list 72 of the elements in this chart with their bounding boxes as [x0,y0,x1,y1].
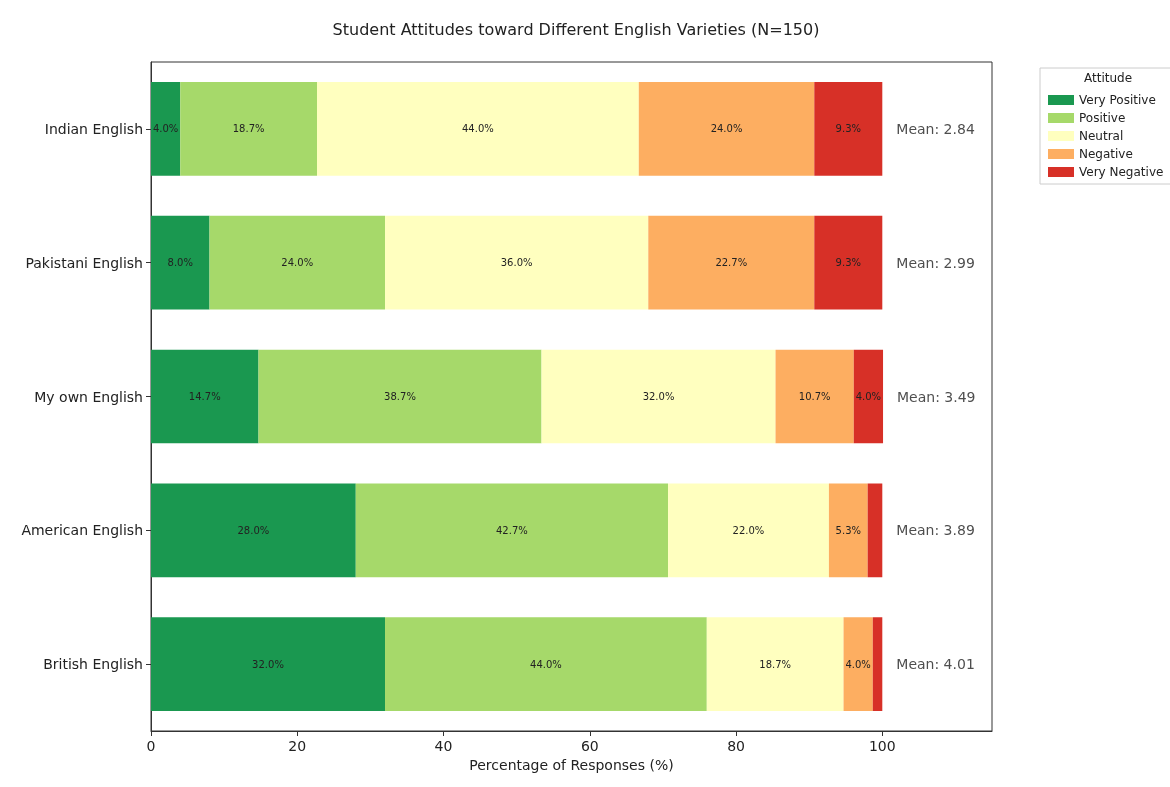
annotation: Mean: 2.99 [896,254,975,271]
bar [843,617,873,711]
annotation: Mean: 2.84 [896,120,975,137]
bar [872,617,883,711]
bar [828,483,868,578]
data-label: 36.0% [500,257,533,269]
bar [638,82,815,176]
x-tick-label: 40 [434,738,453,754]
data-label: 44.0% [530,658,562,670]
bar [814,215,883,310]
x-tick-label: 100 [868,738,896,754]
bar [317,82,639,176]
bar [385,617,707,711]
legend-label: Negative [1079,147,1133,161]
data-label: 32.0% [642,391,675,402]
chart-title: Student Attitudes toward Different English Varieties (N=150) [332,19,820,39]
bar [775,349,854,444]
data-label: 32.0% [252,658,284,670]
bar [151,82,181,176]
data-label: 9.3% [835,257,861,269]
data-label: 42.7% [496,524,528,536]
bar [180,82,318,176]
data-label: 9.3% [835,123,861,135]
data-label: 18.7% [759,658,792,670]
bar [867,483,883,578]
data-label: 4.0% [845,658,871,670]
legend-label: Positive [1079,111,1126,125]
bar [648,215,815,310]
annotation: Mean: 4.01 [896,656,975,673]
data-label: 22.7% [715,257,748,269]
bar [258,349,542,444]
legend-label: Very Positive [1079,93,1156,107]
y-tick-label: Pakistani English [25,254,143,271]
x-tick-label: 0 [146,738,156,754]
bar [385,215,649,310]
annotation: Mean: 3.49 [897,388,976,405]
legend-label: Neutral [1079,129,1124,143]
x-tick-label: 60 [580,738,599,754]
bar [151,349,259,444]
data-label: 18.7% [232,123,265,135]
y-tick-label: British English [43,656,143,673]
legend-title: Attitude [1084,71,1133,85]
y-tick-label: American English [21,522,143,539]
data-label: 8.0% [167,257,193,269]
data-label: 14.7% [188,391,221,402]
bar [355,483,669,578]
bar [151,617,386,711]
x-tick-label: 20 [288,738,307,754]
data-label: 44.0% [462,123,494,135]
bar [151,483,356,578]
data-label: 22.0% [732,524,765,536]
data-label: 4.0% [152,123,179,135]
bar [853,349,884,444]
y-tick-label: Indian English [44,120,143,137]
data-label: 24.0% [710,123,743,135]
bar [541,349,776,444]
bar [209,215,386,310]
bar [814,82,883,176]
bar [668,483,829,578]
x-axis-title: Percentage of Responses (%) [469,756,674,773]
annotation: Mean: 3.89 [896,522,975,539]
x-tick-label: 80 [727,738,745,754]
data-label: 28.0% [237,524,270,536]
data-label: 24.0% [281,257,314,269]
data-label: 38.7% [384,391,416,402]
bar [151,215,210,310]
data-label: 10.7% [798,391,831,402]
y-tick-label: My own English [34,388,143,405]
legend-label: Very Negative [1079,165,1164,179]
bar [706,617,844,711]
data-label: 5.3% [835,524,861,536]
data-label: 4.0% [855,391,882,402]
